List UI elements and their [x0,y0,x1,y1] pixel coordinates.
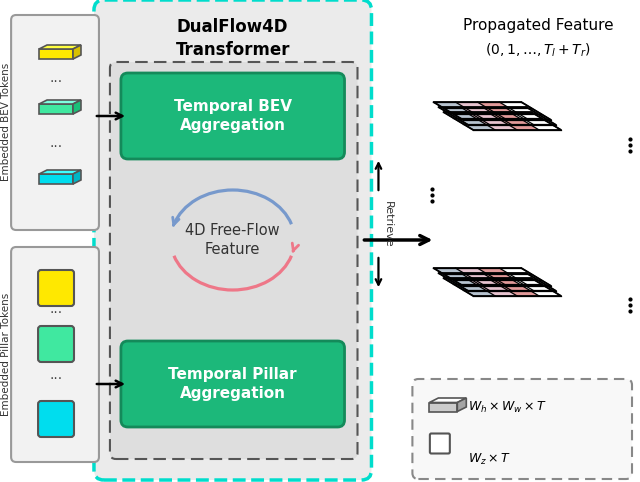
Polygon shape [492,113,524,119]
Polygon shape [465,108,497,114]
Text: ...: ... [49,368,63,382]
Polygon shape [458,398,467,412]
Polygon shape [444,278,561,296]
Text: $W_h \times W_w \times T$: $W_h \times W_w \times T$ [468,400,548,415]
Polygon shape [453,280,485,286]
Polygon shape [455,102,487,108]
Text: Retrieve: Retrieve [383,201,392,247]
Text: ...: ... [49,71,63,85]
FancyBboxPatch shape [110,62,358,459]
Polygon shape [444,108,476,114]
Polygon shape [476,118,508,124]
Polygon shape [460,273,492,279]
Polygon shape [433,102,551,120]
Polygon shape [438,107,470,113]
Polygon shape [508,290,539,296]
Polygon shape [465,274,497,280]
Text: ...: ... [49,136,63,150]
Polygon shape [497,114,529,120]
FancyBboxPatch shape [430,433,450,454]
Polygon shape [470,113,502,119]
Polygon shape [433,268,465,274]
Polygon shape [39,104,73,114]
Polygon shape [508,124,539,130]
FancyBboxPatch shape [38,401,74,437]
Polygon shape [39,100,81,104]
Polygon shape [444,112,476,118]
Polygon shape [487,274,519,280]
Polygon shape [465,278,497,284]
Polygon shape [497,284,529,290]
Polygon shape [502,285,534,291]
FancyBboxPatch shape [94,0,371,480]
FancyBboxPatch shape [412,379,632,479]
Text: Embedded Pillar Tokens: Embedded Pillar Tokens [1,293,11,415]
Polygon shape [39,170,81,174]
Polygon shape [460,107,492,113]
Polygon shape [487,108,519,114]
Text: $W_z \times T$: $W_z \times T$ [468,452,511,467]
Polygon shape [453,114,485,120]
Polygon shape [483,107,514,113]
Text: Temporal Pillar
Aggregation: Temporal Pillar Aggregation [168,367,297,401]
Polygon shape [429,402,458,412]
Polygon shape [476,284,508,290]
FancyBboxPatch shape [38,270,74,306]
Polygon shape [453,118,485,124]
Polygon shape [483,273,514,279]
Polygon shape [480,285,512,291]
Polygon shape [444,112,561,130]
Polygon shape [453,284,485,290]
Polygon shape [470,279,502,285]
Polygon shape [497,118,529,124]
Polygon shape [449,279,480,285]
Polygon shape [444,278,476,284]
Polygon shape [429,398,467,402]
Polygon shape [73,45,81,59]
Polygon shape [39,174,73,184]
Polygon shape [433,102,465,108]
Polygon shape [438,273,470,279]
Polygon shape [444,274,476,280]
Text: Embedded BEV Tokens: Embedded BEV Tokens [1,63,11,181]
Polygon shape [455,268,487,274]
Polygon shape [73,170,81,184]
Polygon shape [449,113,480,119]
Polygon shape [480,119,512,125]
Polygon shape [487,112,519,118]
Polygon shape [463,124,495,130]
Polygon shape [73,100,81,114]
Text: 4D Free-Flow
Feature: 4D Free-Flow Feature [186,223,280,257]
Polygon shape [39,45,81,49]
FancyBboxPatch shape [11,247,99,462]
Text: ...: ... [49,302,63,316]
Polygon shape [458,285,490,291]
Polygon shape [433,268,551,286]
Polygon shape [438,107,556,125]
Polygon shape [477,102,509,108]
Polygon shape [485,290,517,296]
Polygon shape [487,278,519,284]
Polygon shape [485,124,517,130]
Polygon shape [492,279,524,285]
Text: DualFlow4D
Transformer: DualFlow4D Transformer [175,18,290,59]
Polygon shape [458,119,490,125]
Polygon shape [476,280,508,286]
Text: Propagated Feature: Propagated Feature [463,18,614,33]
FancyBboxPatch shape [121,341,344,427]
FancyBboxPatch shape [11,15,99,230]
Text: Temporal BEV
Aggregation: Temporal BEV Aggregation [173,99,292,133]
Polygon shape [497,280,529,286]
FancyBboxPatch shape [121,73,344,159]
Polygon shape [39,49,73,59]
Polygon shape [465,112,497,118]
Text: $(0, 1, \ldots, T_l + T_r)$: $(0, 1, \ldots, T_l + T_r)$ [485,42,591,59]
Polygon shape [463,290,495,296]
Polygon shape [502,119,534,125]
Polygon shape [477,268,509,274]
FancyBboxPatch shape [38,326,74,362]
Polygon shape [476,114,508,120]
Polygon shape [438,273,556,291]
